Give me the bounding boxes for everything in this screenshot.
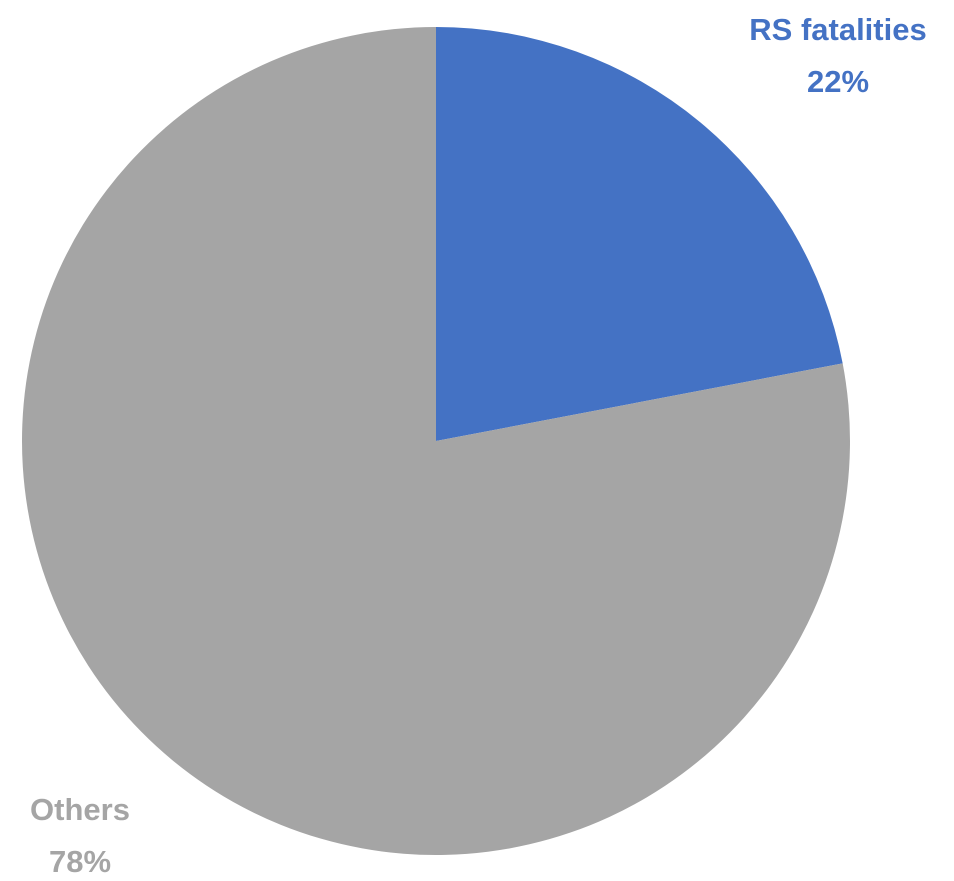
pie-slice-others xyxy=(21,27,851,855)
pie-labels: RS fatalities 22% Others 78% xyxy=(30,12,927,879)
slice-name-label: Others xyxy=(30,792,130,827)
slice-value-label: 22% xyxy=(807,64,869,99)
pie-slices xyxy=(21,27,851,855)
slice-value-label: 78% xyxy=(49,844,111,879)
pie-slice-rs-fatalities xyxy=(436,27,843,441)
slice-name-label: RS fatalities xyxy=(749,12,926,47)
